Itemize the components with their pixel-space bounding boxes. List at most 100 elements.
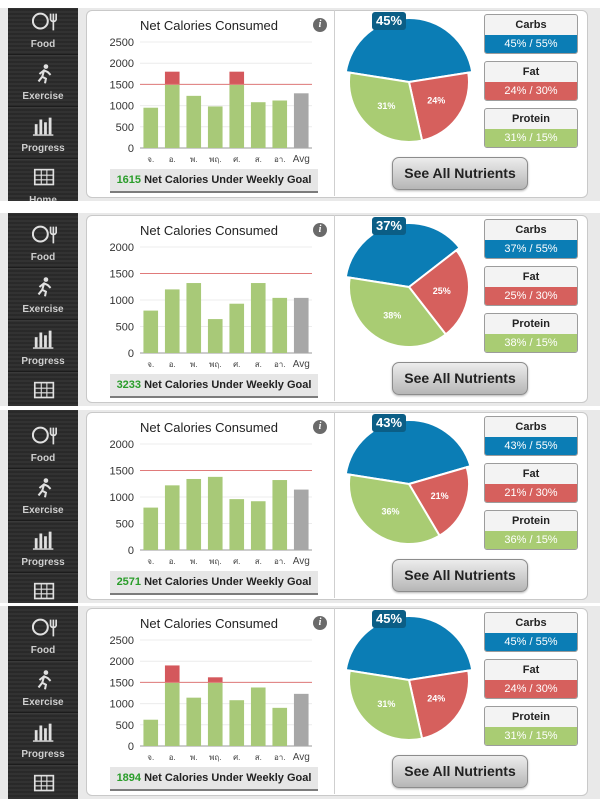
- y-tick-label: 1000: [110, 295, 134, 307]
- card-divider: [334, 10, 335, 196]
- nav-item-label: Food: [30, 39, 56, 50]
- bar: [143, 719, 159, 746]
- nav-item-exercise[interactable]: Exercise: [8, 470, 78, 522]
- protein-box[interactable]: Protein 31% / 15%: [484, 108, 578, 148]
- chart-title: Net Calories Consumed: [140, 223, 279, 238]
- carbs-box[interactable]: Carbs 37% / 55%: [484, 219, 578, 259]
- pie-label-fat: 24%: [427, 96, 445, 106]
- weekly-goal-summary: 1894 Net Calories Under Weekly Goal: [110, 767, 318, 791]
- info-icon[interactable]: i: [313, 18, 327, 32]
- fat-value: 25% / 30%: [485, 287, 577, 305]
- nav-item-food[interactable]: Food: [8, 8, 78, 56]
- protein-box[interactable]: Protein 31% / 15%: [484, 706, 578, 746]
- x-tick-label: ส.: [255, 360, 262, 369]
- bar: [164, 485, 180, 550]
- progress-icon: [32, 531, 54, 550]
- net-calories-bar-chart: 2000 1500 1000 500 0 จ. อ. พ. พฤ. ศ. ส. อา. Avg: [110, 439, 312, 567]
- nav-item-label: Home: [29, 195, 57, 201]
- x-tick-label: ศ.: [233, 155, 240, 164]
- pie-label-fat: 21%: [431, 491, 449, 501]
- nav-item-exercise[interactable]: Exercise: [8, 269, 78, 321]
- bar: [272, 100, 288, 148]
- x-tick-label: พฤ.: [209, 155, 221, 164]
- nav-separator: [8, 572, 78, 574]
- nav-item-food[interactable]: Food: [8, 610, 78, 662]
- pie-slice-fat: [407, 248, 470, 336]
- sidebar: Food Exercise Progress Home: [8, 606, 78, 799]
- card-divider: [334, 412, 335, 598]
- bar: [164, 682, 180, 746]
- fat-label: Fat: [522, 664, 540, 676]
- x-tick-label: จ.: [147, 360, 154, 369]
- macro-pie-chart: 24% 31%: [344, 615, 474, 741]
- nav-item-exercise[interactable]: Exercise: [8, 56, 78, 108]
- info-icon[interactable]: i: [313, 223, 327, 237]
- y-tick-label: 1000: [110, 492, 134, 504]
- x-tick-label: Avg: [293, 154, 310, 165]
- nav-item-home[interactable]: Home: [8, 766, 78, 799]
- protein-box[interactable]: Protein 36% / 15%: [484, 510, 578, 550]
- nav-item-label: Exercise: [22, 91, 64, 102]
- home-icon: [33, 582, 55, 600]
- chart-title: Net Calories Consumed: [140, 616, 279, 631]
- bar-over-goal: [207, 677, 223, 683]
- see-all-nutrients-button[interactable]: See All Nutrients: [392, 559, 528, 592]
- info-icon[interactable]: i: [313, 420, 327, 434]
- nav-item-food[interactable]: Food: [8, 217, 78, 269]
- carbs-box[interactable]: Carbs 45% / 55%: [484, 14, 578, 54]
- see-all-nutrients-button[interactable]: See All Nutrients: [392, 157, 528, 190]
- nav-item-exercise[interactable]: Exercise: [8, 662, 78, 714]
- fat-value: 24% / 30%: [485, 680, 577, 698]
- fat-value: 21% / 30%: [485, 484, 577, 502]
- info-icon[interactable]: i: [313, 616, 327, 630]
- bar: [272, 480, 288, 550]
- nav-item-food[interactable]: Food: [8, 418, 78, 470]
- x-tick-label: ส.: [255, 753, 262, 762]
- protein-box[interactable]: Protein 38% / 15%: [484, 313, 578, 353]
- fat-box[interactable]: Fat 24% / 30%: [484, 61, 578, 101]
- see-all-nutrients-button[interactable]: See All Nutrients: [392, 755, 528, 788]
- bar-avg: [293, 297, 309, 353]
- fat-box[interactable]: Fat 21% / 30%: [484, 463, 578, 503]
- nav-item-home[interactable]: Home: [8, 373, 78, 406]
- nav-item-progress[interactable]: Progress: [8, 714, 78, 766]
- nav-item-progress[interactable]: Progress: [8, 321, 78, 373]
- macro-pie-chart: 24% 31%: [344, 17, 474, 143]
- macro-pie-chart: 21% 36%: [344, 419, 472, 545]
- y-tick-label: 0: [128, 545, 134, 557]
- y-tick-label: 1000: [110, 699, 134, 711]
- bar: [207, 106, 223, 148]
- nav-item-label: Food: [30, 252, 56, 263]
- y-tick-label: 2500: [110, 37, 134, 49]
- carbs-label: Carbs: [515, 421, 547, 433]
- y-tick-label: 500: [116, 720, 134, 732]
- card-divider: [334, 215, 335, 401]
- bar: [229, 84, 245, 148]
- net-calories-bar-chart: 2500 2000 1500 1000 500 0 จ. อ. พ. พฤ. ศ. ส. อา. Avg: [110, 37, 312, 165]
- app-screenshot-panel: Food Exercise Progress Home Net Calories Con…: [0, 606, 600, 799]
- nav-item-home[interactable]: Home: [8, 574, 78, 603]
- pie-slice-carbs: [344, 17, 474, 84]
- carbs-box[interactable]: Carbs 45% / 55%: [484, 612, 578, 652]
- exercise-icon: [37, 670, 52, 690]
- nav-separator: [8, 712, 78, 714]
- nav-item-label: Progress: [21, 557, 65, 568]
- fat-label: Fat: [522, 66, 540, 78]
- pie-slice-protein: [348, 276, 448, 348]
- bar: [143, 310, 159, 353]
- fat-box[interactable]: Fat 25% / 30%: [484, 266, 578, 306]
- y-tick-label: 2000: [110, 242, 134, 254]
- fat-value: 24% / 30%: [485, 82, 577, 100]
- bar: [186, 478, 202, 550]
- nav-item-progress[interactable]: Progress: [8, 108, 78, 160]
- nav-item-progress[interactable]: Progress: [8, 522, 78, 574]
- bar-over-goal: [229, 71, 245, 85]
- see-all-nutrients-button[interactable]: See All Nutrients: [392, 362, 528, 395]
- nav-item-home[interactable]: Home: [8, 160, 78, 201]
- x-tick-label: อ.: [169, 753, 176, 762]
- pie-label-protein: 36%: [381, 506, 399, 516]
- app-screenshot-panel: Food Exercise Progress Home Net Calories Con…: [0, 410, 600, 603]
- pie-label-fat: 25%: [433, 286, 451, 296]
- carbs-box[interactable]: Carbs 43% / 55%: [484, 416, 578, 456]
- fat-box[interactable]: Fat 24% / 30%: [484, 659, 578, 699]
